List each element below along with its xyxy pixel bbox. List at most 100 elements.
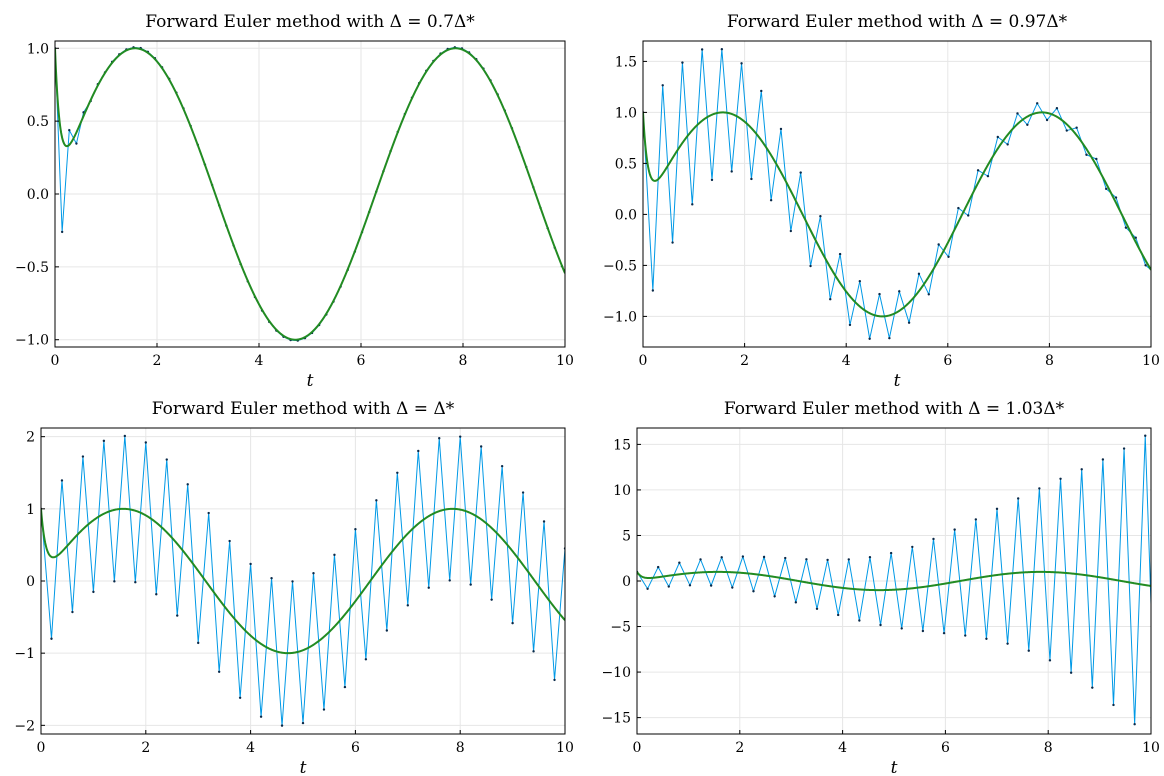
euler-series-line — [643, 49, 1151, 339]
euler-point — [921, 629, 925, 633]
x-tick-label: 8 — [1044, 740, 1053, 756]
euler-point — [947, 255, 950, 259]
y-tick-label: 0.5 — [27, 114, 49, 130]
euler-point — [1124, 226, 1128, 229]
euler-point — [385, 629, 389, 632]
euler-point — [815, 607, 819, 610]
euler-point — [752, 590, 755, 593]
euler-point — [911, 545, 914, 549]
y-tick-label: −0.5 — [603, 258, 637, 274]
euler-point — [1091, 686, 1094, 689]
x-axis-label: t — [891, 758, 898, 776]
euler-point — [50, 637, 53, 640]
euler-point — [186, 483, 189, 486]
euler-point — [427, 586, 430, 589]
euler-point — [700, 48, 704, 51]
euler-point — [406, 604, 409, 607]
euler-point — [868, 337, 871, 340]
y-tick-label: 1 — [26, 502, 35, 518]
euler-point — [1085, 153, 1088, 156]
euler-point — [688, 584, 692, 587]
plot-data — [637, 434, 1151, 726]
x-tick-label: 6 — [351, 740, 360, 756]
euler-point — [1133, 723, 1136, 726]
euler-point — [769, 199, 773, 202]
euler-point — [942, 631, 946, 635]
plot-title: Forward Euler method with Δ = Δ* — [152, 399, 455, 419]
euler-point — [847, 558, 850, 561]
x-tick-label: 6 — [941, 740, 950, 756]
euler-point — [113, 580, 116, 583]
y-tick-label: 10 — [613, 483, 631, 499]
y-tick-label: 1.0 — [27, 41, 49, 57]
euler-point — [396, 471, 399, 475]
plot-title: Forward Euler method with Δ = 1.03Δ* — [724, 399, 1065, 419]
y-tick-label: 2 — [26, 430, 35, 446]
euler-point — [900, 627, 903, 630]
euler-point — [1112, 703, 1115, 707]
plot-data — [643, 48, 1151, 340]
x-tick-label: 2 — [141, 740, 150, 756]
euler-point — [773, 595, 776, 598]
euler-point — [974, 518, 978, 521]
euler-point — [1122, 447, 1126, 450]
euler-point — [986, 174, 990, 178]
euler-point — [364, 658, 368, 661]
y-tick-label: −1.0 — [603, 309, 637, 325]
euler-point — [469, 583, 472, 586]
euler-point — [1016, 497, 1020, 500]
euler-point — [238, 696, 242, 699]
euler-point — [848, 323, 852, 327]
euler-point — [656, 565, 660, 569]
y-tick-label: 0 — [622, 574, 631, 590]
subplot-2: 0 2 4 6 8 10 −1.0 −0.5 0.0 0.5 1.0 1.5 t Forward Eule… — [603, 12, 1160, 391]
euler-point — [511, 621, 514, 625]
euler-point — [661, 84, 664, 87]
euler-point — [762, 555, 766, 559]
euler-point — [731, 586, 734, 589]
euler-point — [228, 539, 231, 543]
x-tick-label: 4 — [838, 740, 847, 756]
euler-series-line — [637, 435, 1151, 725]
y-tick-label: 1.5 — [615, 54, 637, 70]
x-tick-label: 8 — [456, 740, 465, 756]
plot-data — [55, 46, 570, 342]
euler-point — [838, 252, 842, 256]
euler-point — [333, 553, 336, 557]
y-tick-label: −1.0 — [15, 333, 49, 349]
euler-point — [976, 169, 980, 172]
euler-point — [417, 449, 420, 453]
euler-point — [490, 598, 493, 601]
exact-solution-line — [643, 111, 1151, 318]
euler-point — [1144, 264, 1147, 267]
euler-point — [898, 290, 901, 293]
euler-point — [1016, 112, 1019, 115]
euler-point — [889, 551, 893, 555]
euler-point — [343, 685, 347, 689]
y-tick-label: 0.0 — [27, 187, 49, 203]
euler-point — [144, 441, 147, 444]
euler-point — [957, 206, 960, 210]
euler-point — [794, 601, 798, 604]
y-tick-label: 0 — [26, 574, 35, 590]
y-tick-label: −1 — [14, 646, 35, 662]
euler-point — [60, 230, 64, 234]
euler-point — [1069, 671, 1073, 674]
y-tick-label: 0.0 — [615, 207, 637, 223]
euler-point — [789, 229, 793, 233]
euler-point — [542, 520, 546, 523]
euler-point — [102, 439, 106, 443]
euler-point — [568, 282, 570, 284]
euler-point — [291, 580, 294, 583]
euler-point — [741, 555, 745, 558]
euler-point — [907, 321, 911, 324]
euler-point — [301, 721, 305, 725]
euler-point — [207, 511, 210, 515]
x-axis-label: t — [307, 371, 314, 391]
euler-point — [760, 89, 763, 93]
plot-data — [41, 434, 565, 727]
y-tick-label: −0.5 — [15, 260, 49, 276]
euler-point — [448, 579, 451, 582]
euler-point — [375, 499, 378, 502]
euler-point — [1045, 118, 1049, 122]
